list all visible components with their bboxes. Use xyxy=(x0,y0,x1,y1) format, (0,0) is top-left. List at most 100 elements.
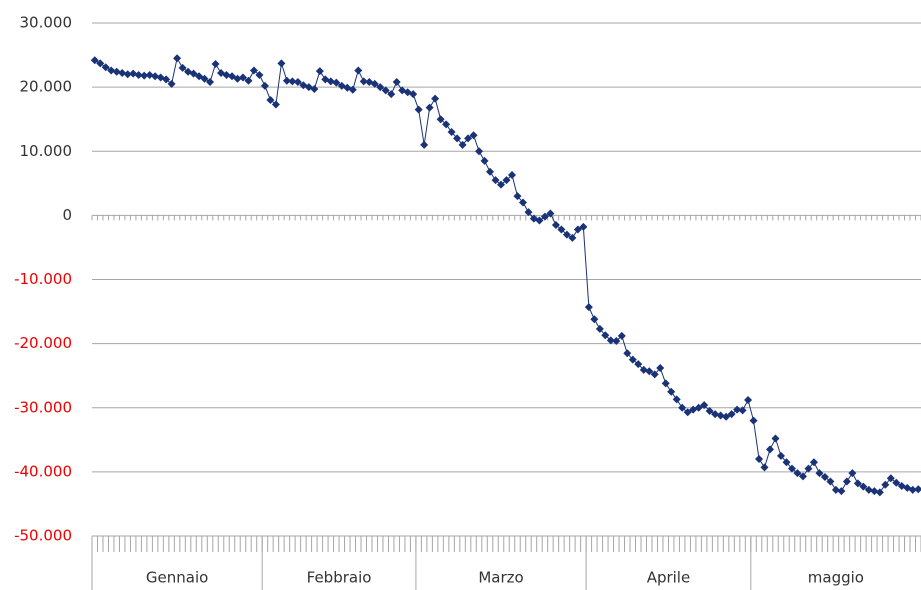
data-point xyxy=(332,78,341,87)
data-point xyxy=(140,71,149,80)
data-point xyxy=(442,120,451,129)
y-tick-label: -50.000 xyxy=(14,527,72,545)
data-point xyxy=(859,482,868,491)
data-point xyxy=(370,79,379,88)
data-point xyxy=(595,324,604,333)
data-point xyxy=(414,105,423,114)
data-point xyxy=(249,66,258,75)
data-point xyxy=(425,103,434,112)
data-point xyxy=(387,90,396,99)
data-point xyxy=(535,216,544,225)
data-point xyxy=(551,220,560,229)
data-point xyxy=(842,477,851,486)
data-point xyxy=(359,77,368,86)
data-point xyxy=(381,86,390,95)
data-point xyxy=(206,77,215,86)
data-point xyxy=(107,66,116,75)
data-point xyxy=(672,395,681,404)
data-point xyxy=(469,131,478,140)
data-point xyxy=(524,208,533,217)
data-point xyxy=(864,485,873,494)
data-point xyxy=(118,69,127,78)
data-point xyxy=(282,76,291,85)
y-tick-label: -20.000 xyxy=(14,334,72,352)
data-point xyxy=(716,411,725,420)
data-point xyxy=(518,198,527,207)
data-point xyxy=(606,336,615,345)
data-point xyxy=(683,408,692,417)
data-point xyxy=(151,72,160,81)
data-point xyxy=(497,180,506,189)
data-point xyxy=(744,396,753,405)
y-tick-label: 20.000 xyxy=(20,78,73,96)
data-point xyxy=(777,451,786,460)
data-point xyxy=(639,365,648,374)
data-point xyxy=(782,458,791,467)
data-point xyxy=(650,370,659,379)
data-point xyxy=(222,70,231,79)
y-tick-label: -10.000 xyxy=(14,270,72,288)
data-point xyxy=(727,410,736,419)
data-point xyxy=(711,410,720,419)
data-point xyxy=(793,469,802,478)
data-point xyxy=(667,387,676,396)
data-point xyxy=(815,469,824,478)
data-point xyxy=(348,85,357,94)
data-point xyxy=(255,70,264,79)
data-point xyxy=(447,128,456,137)
data-point xyxy=(557,225,566,234)
data-point xyxy=(293,77,302,86)
data-point xyxy=(486,167,495,176)
data-point xyxy=(112,67,121,76)
data-point xyxy=(886,474,895,483)
data-point xyxy=(310,85,319,94)
data-point xyxy=(755,455,764,464)
data-point xyxy=(195,72,204,81)
data-point xyxy=(584,303,593,312)
data-point xyxy=(420,140,429,149)
y-tick-label: 0 xyxy=(62,206,72,224)
data-point xyxy=(233,74,242,83)
data-point xyxy=(464,134,473,143)
data-point xyxy=(90,56,99,65)
data-line xyxy=(94,56,919,493)
data-point xyxy=(628,355,637,364)
y-tick-label: -40.000 xyxy=(14,462,72,480)
data-point xyxy=(809,458,818,467)
data-point xyxy=(507,170,516,179)
data-point xyxy=(238,73,247,82)
data-point xyxy=(167,79,176,88)
x-tick-label: Gennaio xyxy=(146,569,208,587)
data-point xyxy=(458,140,467,149)
data-point xyxy=(634,360,643,369)
data-point xyxy=(661,379,670,388)
data-point xyxy=(134,70,143,79)
data-point xyxy=(266,95,275,104)
data-point xyxy=(101,63,110,72)
data-point xyxy=(766,445,775,454)
data-point xyxy=(837,487,846,496)
data-point xyxy=(760,463,769,472)
data-point xyxy=(96,59,105,68)
data-point xyxy=(409,90,418,99)
data-point xyxy=(623,349,632,358)
data-point xyxy=(612,337,621,346)
data-point xyxy=(700,401,709,410)
y-tick-label: 30.000 xyxy=(20,14,73,32)
data-point xyxy=(738,406,747,415)
data-point xyxy=(848,469,857,478)
data-point xyxy=(579,222,588,231)
data-point xyxy=(875,488,884,497)
data-point xyxy=(705,406,714,415)
data-point xyxy=(200,74,209,83)
data-point xyxy=(189,69,198,78)
data-point xyxy=(244,76,253,85)
x-tick-label: Marzo xyxy=(478,569,523,587)
data-point xyxy=(431,94,440,103)
data-point xyxy=(162,75,171,84)
x-tick-label: Aprile xyxy=(647,569,691,587)
data-point xyxy=(502,176,511,185)
data-point xyxy=(678,403,687,412)
data-point xyxy=(881,480,890,489)
